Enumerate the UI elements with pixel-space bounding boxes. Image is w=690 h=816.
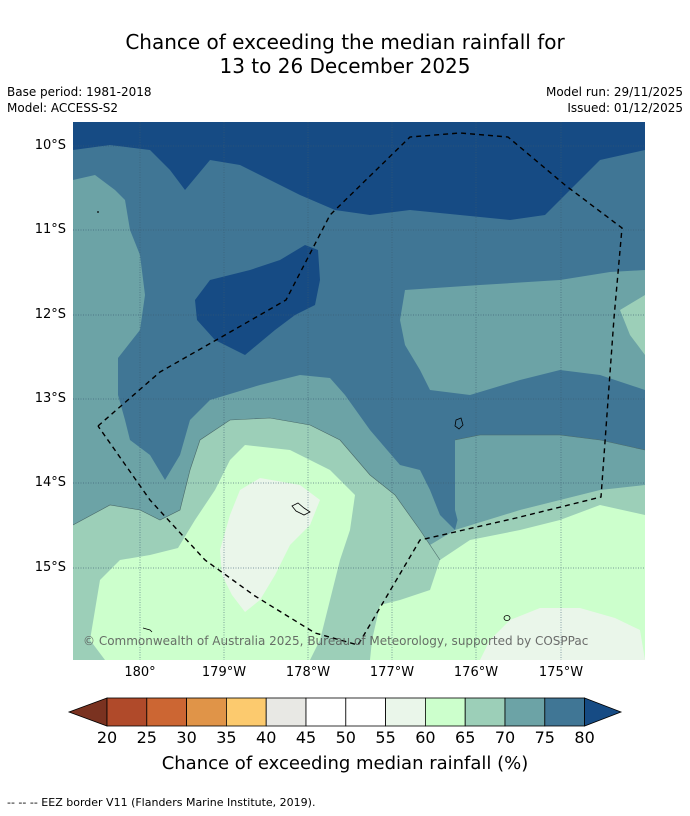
zone-70-southeast xyxy=(455,435,645,530)
colorbar-bin-40 xyxy=(265,697,307,727)
colorbar-bin-50 xyxy=(345,697,386,727)
contour-lines xyxy=(73,417,645,561)
eez-border xyxy=(97,132,623,646)
colorbar-tick: 45 xyxy=(295,728,317,747)
island-marker xyxy=(291,502,311,516)
colorbar-tick: 60 xyxy=(415,728,436,747)
lon-label: 175°W xyxy=(538,665,584,680)
colorbar-bin-20 xyxy=(106,697,148,727)
model-run: Model run: 29/11/2025 xyxy=(545,85,683,99)
zone-80-north xyxy=(73,122,645,220)
gridlines xyxy=(73,122,645,660)
colorbar-tick: 65 xyxy=(455,728,476,747)
colorbar-bin-25 xyxy=(146,697,188,727)
colorbar-bin-75 xyxy=(544,697,585,727)
colorbar-bin-45 xyxy=(305,697,347,727)
colorbar-tick: 80 xyxy=(574,728,595,747)
meta-right: Model run: 29/11/2025 Issued: 01/12/2025 xyxy=(546,84,683,116)
lat-label: 10°S xyxy=(34,138,66,153)
zone-80-pocket xyxy=(195,245,320,355)
lon-label: 177°W xyxy=(369,665,415,680)
lon-label: 178°W xyxy=(285,665,331,680)
issued-date: Issued: 01/12/2025 xyxy=(567,101,683,115)
model-name: Model: ACCESS-S2 xyxy=(7,101,119,115)
lon-label: 176°W xyxy=(453,665,499,680)
zone-75 xyxy=(73,122,645,530)
lon-label: 180° xyxy=(124,665,156,680)
lat-label: 13°S xyxy=(34,391,66,406)
colorbar-tick: 50 xyxy=(335,728,356,747)
lat-label: 15°S xyxy=(34,560,66,575)
colorbar-label: Chance of exceeding median rainfall (%) xyxy=(161,753,529,774)
lat-label: 14°S xyxy=(34,475,66,490)
island-marker xyxy=(97,211,99,213)
colorbar-arrow-high xyxy=(584,697,623,727)
colorbar-bin-35 xyxy=(225,697,267,727)
colorbar-bin-60 xyxy=(424,697,466,727)
colorbar-tick: 75 xyxy=(534,728,555,747)
lat-label: 11°S xyxy=(34,222,66,237)
map-title: Chance of exceeding the median rainfall … xyxy=(0,30,690,78)
colorbar xyxy=(67,697,623,727)
zone-55 xyxy=(220,478,320,612)
colorbar-tick: 55 xyxy=(375,728,396,747)
colorbar-tick: 35 xyxy=(216,728,237,747)
island-marker xyxy=(142,627,153,633)
island-marker xyxy=(503,615,511,621)
meta-left: Base period: 1981-2018 Model: ACCESS-S2 xyxy=(7,84,152,116)
colorbar-bin-55 xyxy=(385,697,426,727)
colorbar-tick: 30 xyxy=(176,728,197,747)
title-line-2: 13 to 26 December 2025 xyxy=(219,54,471,78)
lon-label: 179°W xyxy=(201,665,247,680)
colorbar-tick: 25 xyxy=(136,728,157,747)
zone-55-southeast xyxy=(480,608,645,660)
eez-legend: -- -- -- EEZ border V11 (Flanders Marine… xyxy=(7,796,316,809)
base-period: Base period: 1981-2018 xyxy=(7,85,152,99)
title-line-1: Chance of exceeding the median rainfall … xyxy=(125,30,565,54)
colorbar-tick: 20 xyxy=(96,728,118,747)
lat-label: 12°S xyxy=(34,307,66,322)
colorbar-tick: 40 xyxy=(256,728,277,747)
colorbar-bin-65 xyxy=(464,697,506,727)
colorbar-arrow-low xyxy=(67,697,108,727)
colorbar-bin-30 xyxy=(186,697,227,727)
colorbar-tick: 70 xyxy=(494,728,516,747)
rainfall-map: © Commonwealth of Australia 2025, Bureau… xyxy=(73,122,645,660)
island-marker xyxy=(454,417,464,430)
zone-65-east xyxy=(620,295,645,355)
colorbar-bin-70 xyxy=(504,697,546,727)
map-credit: © Commonwealth of Australia 2025, Bureau… xyxy=(83,634,588,648)
